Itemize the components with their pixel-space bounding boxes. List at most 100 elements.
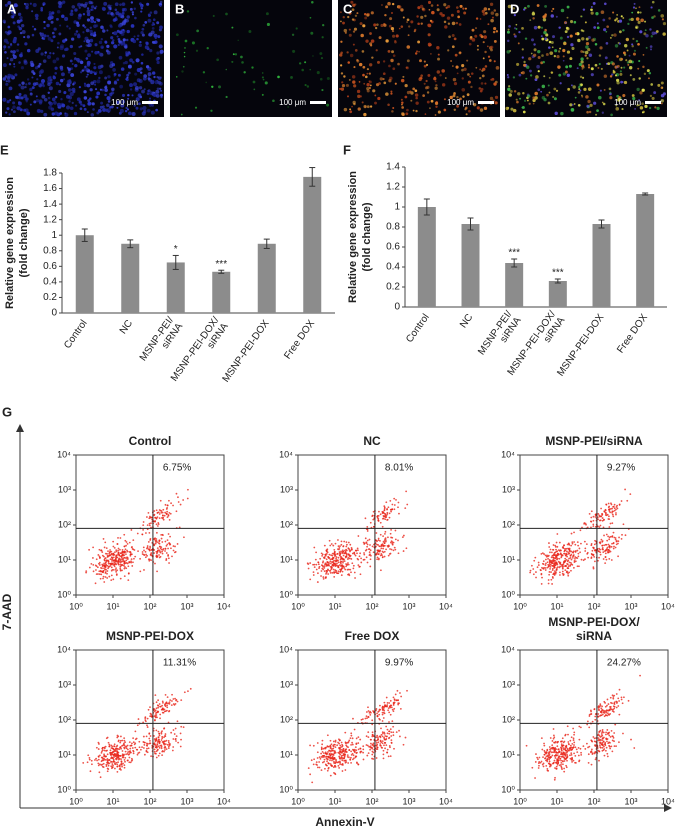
cell [569, 103, 573, 107]
cell [149, 49, 153, 53]
event [611, 535, 614, 537]
event [548, 571, 551, 573]
cell [483, 30, 487, 34]
event [340, 556, 343, 559]
event [334, 751, 337, 754]
cell [420, 74, 423, 77]
cell [151, 40, 155, 44]
cell [363, 12, 367, 16]
cell [7, 2, 10, 5]
cell [582, 50, 585, 54]
event [561, 567, 564, 570]
cell [58, 83, 61, 86]
cell [550, 41, 554, 45]
y-tick-label: 10⁴ [279, 449, 293, 459]
cell [515, 98, 518, 101]
cell [391, 110, 394, 113]
event [144, 716, 147, 718]
event [611, 694, 614, 697]
cell [131, 111, 136, 116]
event [320, 570, 323, 572]
event [561, 570, 564, 573]
cell [483, 35, 488, 39]
cell [19, 53, 23, 58]
event [156, 744, 159, 746]
event [566, 725, 569, 728]
cell [349, 108, 352, 111]
cell [156, 21, 160, 25]
event [365, 548, 368, 551]
cell [453, 81, 458, 86]
event [537, 758, 539, 761]
cell [9, 74, 14, 78]
cell [183, 55, 186, 58]
cell [480, 35, 484, 39]
event [599, 553, 602, 556]
event [106, 570, 109, 572]
cell [340, 72, 344, 75]
event [351, 548, 353, 551]
cell [118, 55, 123, 60]
cell [6, 32, 10, 36]
event [553, 570, 556, 573]
event [166, 704, 169, 707]
cell [604, 56, 608, 60]
cell [585, 41, 590, 46]
cell [106, 96, 111, 101]
event [394, 693, 397, 696]
event [108, 762, 111, 765]
x-tick-label: 10³ [180, 601, 193, 611]
event [326, 769, 329, 772]
cell [340, 51, 343, 55]
cell [592, 1, 596, 5]
event [350, 732, 353, 735]
event [324, 562, 327, 565]
event [390, 742, 393, 744]
cell [366, 68, 370, 71]
cell [79, 107, 83, 111]
event [161, 754, 164, 757]
event [105, 568, 107, 571]
event [404, 507, 407, 510]
cell [80, 45, 83, 48]
cell [447, 49, 450, 52]
cell [595, 11, 599, 16]
cell [468, 42, 472, 46]
event [179, 503, 182, 506]
cell [376, 60, 380, 64]
event [353, 750, 356, 753]
quadrant-percent: 24.27% [607, 658, 641, 669]
cell [392, 54, 396, 57]
cell [2, 77, 7, 81]
event [552, 577, 554, 579]
event [347, 541, 350, 544]
cell [626, 49, 629, 52]
cell [125, 78, 128, 81]
event [571, 556, 574, 559]
event [589, 520, 592, 523]
cell [420, 22, 423, 25]
event [392, 710, 395, 713]
event [590, 750, 593, 753]
event-cloud [529, 488, 632, 585]
event [543, 749, 546, 752]
cell [564, 22, 567, 24]
event [347, 553, 350, 556]
cell [66, 25, 69, 28]
event [394, 548, 397, 551]
cell [340, 87, 345, 91]
y-tick-label: 1.4 [386, 162, 400, 173]
cell [599, 89, 602, 92]
cell [553, 55, 556, 58]
event [104, 562, 107, 565]
cell [369, 105, 373, 108]
cell [311, 1, 314, 4]
event [603, 715, 606, 718]
event [326, 564, 329, 567]
cell [112, 39, 115, 42]
event [389, 728, 392, 731]
cell [353, 66, 356, 69]
event [369, 554, 372, 557]
event [315, 763, 318, 766]
event [150, 713, 153, 716]
